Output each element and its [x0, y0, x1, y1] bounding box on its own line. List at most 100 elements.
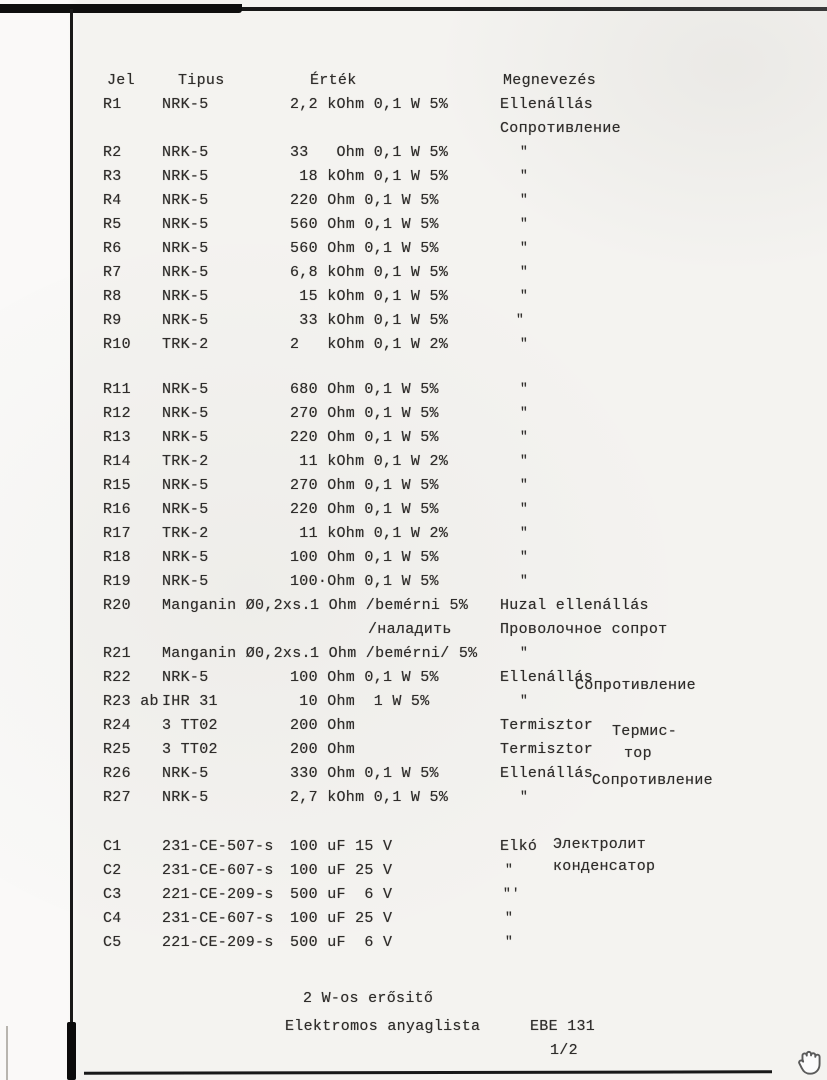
cell-ertek: 11 kOhm 0,1 W 2%: [290, 453, 449, 470]
document-subject: 2 W-os erősitő: [303, 990, 434, 1007]
cell-jel: R1: [103, 96, 122, 113]
cell-megnevezes-ditto: ": [520, 693, 529, 708]
cell-ertek: 220 Ohm 0,1 W 5%: [290, 192, 439, 209]
cell-jel: R25: [103, 741, 131, 758]
cell-ertek: 200 Ohm: [290, 741, 356, 758]
cell-jel: C4: [103, 910, 122, 927]
cell-ertek: 100 uF 25 V: [290, 910, 393, 927]
cell-ertek: 330 Ohm 0,1 W 5%: [290, 765, 439, 782]
cell-jel: R2: [103, 144, 122, 161]
cell-jel: R3: [103, 168, 122, 185]
cell-megnevezes-ditto: ": [516, 312, 525, 327]
table-row: C2 231-CE-607-s 100 uF 25 V ": [0, 862, 827, 886]
cell-tipus: NRK-5: [162, 429, 209, 446]
cell-jel: R17: [103, 525, 131, 542]
cell-ertek: 200 Ohm: [290, 717, 356, 734]
cell-jel: R5: [103, 216, 122, 233]
cell-tipus: NRK-5: [162, 96, 209, 113]
cell-tipus: Manganin Ø0,2xs.: [162, 597, 311, 614]
cell-jel: R26: [103, 765, 131, 782]
cell-jel: R19: [103, 573, 131, 590]
cell-tipus: NRK-5: [162, 765, 209, 782]
table-row: R25 3 TT02 200 Ohm Termisztor тор: [0, 741, 827, 765]
scan-bottom-edge-line: [83, 1070, 773, 1075]
document-page[interactable]: Jel Tipus Érték Megnevezés R1 NRK-5 2,2 kO…: [0, 72, 827, 1066]
cell-tipus: NRK-5: [162, 216, 209, 233]
cell-tipus: 231-CE-507-s: [162, 838, 274, 855]
cell-megnevezes-ru: Термис-: [612, 723, 678, 740]
table-row: R1 NRK-5 2,2 kOhm 0,1 W 5% Ellenállás: [0, 96, 827, 120]
cell-megnevezes-ditto: ": [520, 168, 529, 183]
cell-megnevezes-ditto: ": [520, 453, 529, 468]
cell-ertek: 15 kOhm 0,1 W 5%: [290, 288, 449, 305]
cell-megnevezes-hu: Ellenállás: [500, 765, 594, 782]
cell-megnevezes-ditto: ": [520, 336, 529, 351]
cell-tipus: TRK-2: [162, 336, 209, 353]
cell-tipus: NRK-5: [162, 405, 209, 422]
cell-ertek: 270 Ohm 0,1 W 5%: [290, 405, 439, 422]
scan-top-edge-line: [0, 7, 827, 11]
cell-ertek: 560 Ohm 0,1 W 5%: [290, 216, 439, 233]
table-row: R24 3 TT02 200 Ohm Termisztor Термис-: [0, 717, 827, 741]
table-row: R9 NRK-5 33 kOhm 0,1 W 5% ": [0, 312, 827, 336]
cell-jel: C3: [103, 886, 122, 903]
cell-jel: R8: [103, 288, 122, 305]
cell-ertek: 100·Ohm 0,1 W 5%: [290, 573, 439, 590]
table-row: R19 NRK-5 100·Ohm 0,1 W 5% ": [0, 573, 827, 597]
cell-megnevezes-ditto: ": [520, 501, 529, 516]
cell-megnevezes-ditto: ": [520, 192, 529, 207]
cell-tipus: NRK-5: [162, 573, 209, 590]
cell-megnevezes-hu: Termisztor: [500, 717, 594, 734]
cell-jel: R11: [103, 381, 131, 398]
column-header-ertek: Érték: [310, 72, 357, 89]
cell-jel: R15: [103, 477, 131, 494]
cell-jel: R7: [103, 264, 122, 281]
cell-megnevezes-ditto: ": [520, 429, 529, 444]
cell-megnevezes-ru: Электролит: [553, 836, 647, 853]
cell-megnevezes-ditto: ": [520, 405, 529, 420]
table-row-continuation: /наладить Проволочное сопрот: [0, 621, 827, 645]
table-row: R3 NRK-5 18 kOhm 0,1 W 5% ": [0, 168, 827, 192]
cell-ertek: 1 Ohm /bemérni 5%: [310, 597, 469, 614]
cell-tipus: 231-CE-607-s: [162, 862, 274, 879]
cell-jel: R12: [103, 405, 131, 422]
cell-ertek: 18 kOhm 0,1 W 5%: [290, 168, 449, 185]
table-row: R2 NRK-5 33 Ohm 0,1 W 5% ": [0, 144, 827, 168]
cell-tipus: NRK-5: [162, 240, 209, 257]
table-row: R27 NRK-5 2,7 kOhm 0,1 W 5% ": [0, 789, 827, 813]
cell-jel: R20: [103, 597, 131, 614]
table-row: R17 TRK-2 11 kOhm 0,1 W 2% ": [0, 525, 827, 549]
cell-megnevezes-hu: Huzal ellenállás: [500, 597, 649, 614]
cell-tipus: 3 TT02: [162, 741, 218, 758]
table-row: R7 NRK-5 6,8 kOhm 0,1 W 5% ": [0, 264, 827, 288]
footer-title-line: Elektromos anyaglista EBE 131: [0, 1018, 827, 1042]
column-header-tipus: Tipus: [178, 72, 225, 89]
cell-tipus: NRK-5: [162, 168, 209, 185]
cell-jel: C5: [103, 934, 122, 951]
cell-jel: R14: [103, 453, 131, 470]
cell-megnevezes-hu: Ellenállás: [500, 96, 594, 113]
cell-megnevezes-ditto: "': [503, 886, 521, 901]
cell-megnevezes-ru: Сопротивление: [500, 120, 621, 137]
document-title: Elektromos anyaglista: [285, 1018, 481, 1035]
cell-tipus: Manganin Ø0,2xs.: [162, 645, 311, 662]
table-body: R1 NRK-5 2,2 kOhm 0,1 W 5% Ellenállás Сопрот…: [0, 96, 827, 958]
footer-subject-line: 2 W-os erősitő: [0, 990, 827, 1014]
cell-megnevezes-hu: Termisztor: [500, 741, 594, 758]
cell-ertek: 33 Ohm 0,1 W 5%: [290, 144, 449, 161]
cell-tipus: NRK-5: [162, 381, 209, 398]
cell-jel: R16: [103, 501, 131, 518]
cell-jel: C1: [103, 838, 122, 855]
cell-tipus: NRK-5: [162, 501, 209, 518]
cell-jel: R9: [103, 312, 122, 329]
cell-megnevezes-ru: Проволочное сопрот: [500, 621, 668, 638]
cell-megnevezes-ditto: ": [520, 264, 529, 279]
cell-tipus: NRK-5: [162, 264, 209, 281]
cell-tipus: TRK-2: [162, 453, 209, 470]
cell-megnevezes-ditto: ": [520, 144, 529, 159]
cell-jel: R13: [103, 429, 131, 446]
cell-tipus: 221-CE-209-s: [162, 886, 274, 903]
cell-tipus: NRK-5: [162, 288, 209, 305]
table-row: R4 NRK-5 220 Ohm 0,1 W 5% ": [0, 192, 827, 216]
